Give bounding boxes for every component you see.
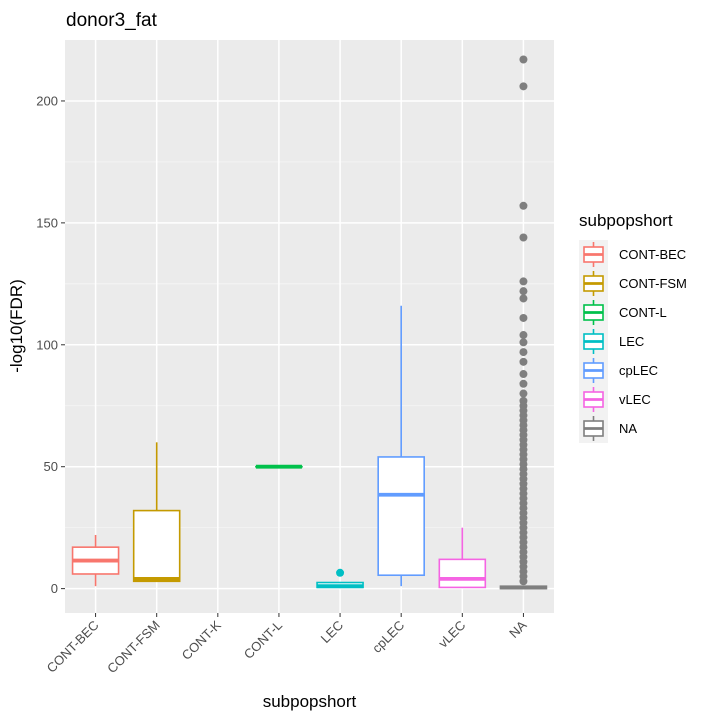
outlier-point [519, 379, 528, 388]
y-tick-label: 0 [51, 581, 58, 596]
box-body [438, 558, 487, 589]
x-tick-label: LEC [318, 618, 346, 646]
y-tick-label: 100 [36, 337, 58, 352]
box-na [499, 55, 548, 590]
outlier-point [519, 370, 528, 379]
outlier-point [519, 338, 528, 347]
legend-label: cpLEC [619, 363, 658, 378]
outlier-point [519, 294, 528, 303]
x-axis-label: subpopshort [263, 692, 357, 711]
box-cplec [377, 305, 425, 587]
legend-key-cont-bec [579, 240, 608, 269]
legend-key-cont-fsm [579, 269, 608, 298]
outlier-point [519, 313, 528, 322]
x-tick-label: CONT-BEC [44, 618, 102, 676]
box-cont-bec [71, 534, 120, 587]
outlier-point [519, 233, 528, 242]
x-tick-label: CONT-K [179, 617, 225, 663]
box-lec [316, 568, 364, 589]
y-axis-label: -log10(FDR) [7, 279, 26, 373]
outlier-point [519, 577, 528, 586]
outlier-point [519, 389, 528, 398]
box-body [377, 456, 425, 577]
legend-key-vlec [579, 385, 608, 414]
legend-key-lec [579, 327, 608, 356]
outlier-point [519, 201, 528, 210]
outlier-point [336, 568, 345, 577]
legend-label: NA [619, 421, 637, 436]
outlier-point [519, 55, 528, 64]
outlier-point [519, 348, 528, 357]
outlier-point [519, 357, 528, 366]
outlier-point [519, 287, 528, 296]
box-body [132, 509, 181, 583]
outlier-point [519, 82, 528, 91]
box-cont-fsm [132, 442, 181, 583]
chart-marks [71, 55, 548, 590]
x-tick-label: CONT-L [241, 618, 285, 662]
outlier-point [519, 277, 528, 286]
legend-label: CONT-L [619, 305, 667, 320]
legend-label: CONT-BEC [619, 247, 686, 262]
x-tick-label: NA [506, 617, 530, 641]
legend-label: CONT-FSM [619, 276, 687, 291]
outlier-point [519, 331, 528, 340]
x-tick-label: cpLEC [369, 618, 407, 656]
y-tick-label: 50 [44, 459, 58, 474]
y-tick-label: 200 [36, 93, 58, 108]
legend-key-na [579, 414, 608, 443]
chart-title: donor3_fat [66, 10, 158, 31]
legend-key-cont-l [579, 298, 608, 327]
legend-label: LEC [619, 334, 644, 349]
x-axis: CONT-BEC CONT-FSM CONT-K CONT-L LEC cpLEC vLEC… [44, 613, 530, 676]
box-vlec [438, 527, 487, 589]
legend-title: subpopshort [579, 211, 673, 230]
legend-key-cplec [579, 356, 608, 385]
y-axis: 0 50 100 150 200 [36, 93, 65, 596]
x-tick-label: CONT-FSM [104, 618, 163, 677]
y-tick-label: 150 [36, 215, 58, 230]
x-tick-label: vLEC [435, 618, 468, 651]
legend: subpopshort CONT-BEC CONT-FSM CONT-L LEC cpL… [579, 211, 687, 443]
legend-label: vLEC [619, 392, 651, 407]
